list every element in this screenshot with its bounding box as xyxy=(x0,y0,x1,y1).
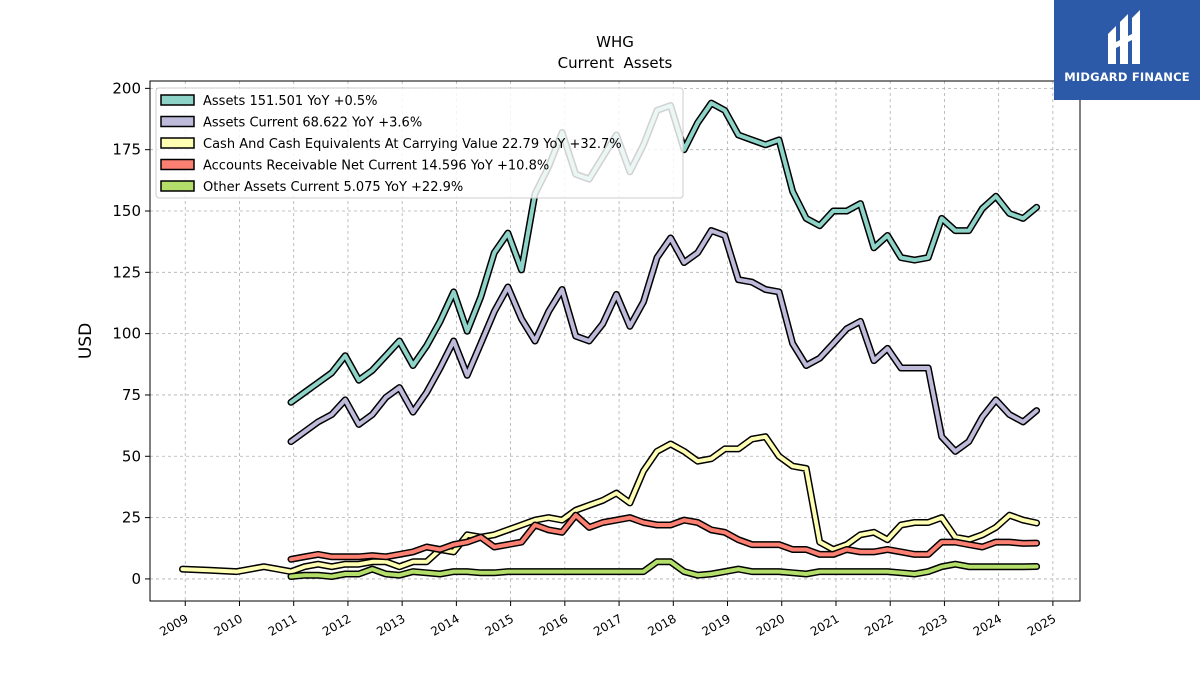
series-line-4 xyxy=(289,559,1039,579)
x-tick-label: 2020 xyxy=(754,611,787,638)
legend-swatch-4 xyxy=(160,180,195,192)
x-tick-label: 2014 xyxy=(428,611,461,638)
x-tick-label: 2022 xyxy=(862,611,895,638)
x-tick-label: 2025 xyxy=(1025,611,1058,638)
y-tick-label: 75 xyxy=(122,386,141,404)
y-axis: 0 25 50 75 100 125 150 175 200 xyxy=(112,79,150,588)
y-tick-label: 50 xyxy=(122,447,141,465)
x-axis: 2009 2010 2011 2012 2013 2014 2015 2016 2017 2018… xyxy=(157,601,1058,639)
legend-label-2: Cash And Cash Equivalents At Carrying Va… xyxy=(203,137,622,152)
x-tick-label: 2019 xyxy=(700,611,733,638)
legend-box xyxy=(155,87,684,199)
chart-title: WHG xyxy=(596,33,634,51)
y-tick-label: 0 xyxy=(131,570,141,588)
y-tick-label: 175 xyxy=(112,141,141,159)
y-tick-label: 200 xyxy=(112,79,141,97)
legend-swatch-1 xyxy=(160,115,195,128)
legend-label-3: Accounts Receivable Net Current 14.596 Y… xyxy=(203,159,549,174)
y-tick-label: 100 xyxy=(112,325,141,343)
y-tick-label: 150 xyxy=(112,202,141,220)
x-tick-label: 2024 xyxy=(971,611,1004,638)
x-tick-label: 2016 xyxy=(537,611,570,638)
x-tick-label: 2010 xyxy=(212,611,245,638)
legend-swatch-3 xyxy=(160,158,195,171)
series-line-3 xyxy=(289,513,1039,562)
legend-swatch-2 xyxy=(160,137,195,149)
x-tick-label: 2023 xyxy=(916,611,949,638)
y-axis-label: USD xyxy=(76,323,96,359)
y-tick-label: 125 xyxy=(112,263,141,281)
x-tick-label: 2018 xyxy=(645,611,678,638)
x-tick-label: 2021 xyxy=(808,611,841,638)
x-tick-label: 2009 xyxy=(157,611,190,638)
x-tick-label: 2012 xyxy=(320,611,353,638)
legend-swatch-0 xyxy=(160,94,195,106)
x-tick-label: 2011 xyxy=(266,611,299,638)
plot-frame xyxy=(149,80,1081,602)
chart-subtitle: Current Assets xyxy=(558,54,673,72)
legend-label-4: Other Assets Current 5.075 YoY +22.9% xyxy=(203,180,463,195)
logo-text: MIDGARD FINANCE xyxy=(1064,70,1190,84)
series-line-1 xyxy=(289,228,1039,454)
series-line-2 xyxy=(180,434,1039,574)
legend-label-1: Assets Current 68.622 YoY +3.6% xyxy=(203,116,422,131)
midgard-logo-icon xyxy=(1108,10,1140,64)
x-tick-label: 2013 xyxy=(374,611,407,638)
legend: Assets 151.501 YoY +0.5% Assets Current 6… xyxy=(155,87,684,199)
x-tick-label: 2017 xyxy=(591,611,624,638)
legend-label-0: Assets 151.501 YoY +0.5% xyxy=(203,94,378,109)
y-tick-label: 25 xyxy=(122,509,141,527)
x-tick-label: 2015 xyxy=(483,611,516,638)
brand-logo: MIDGARD FINANCE xyxy=(1054,0,1200,100)
